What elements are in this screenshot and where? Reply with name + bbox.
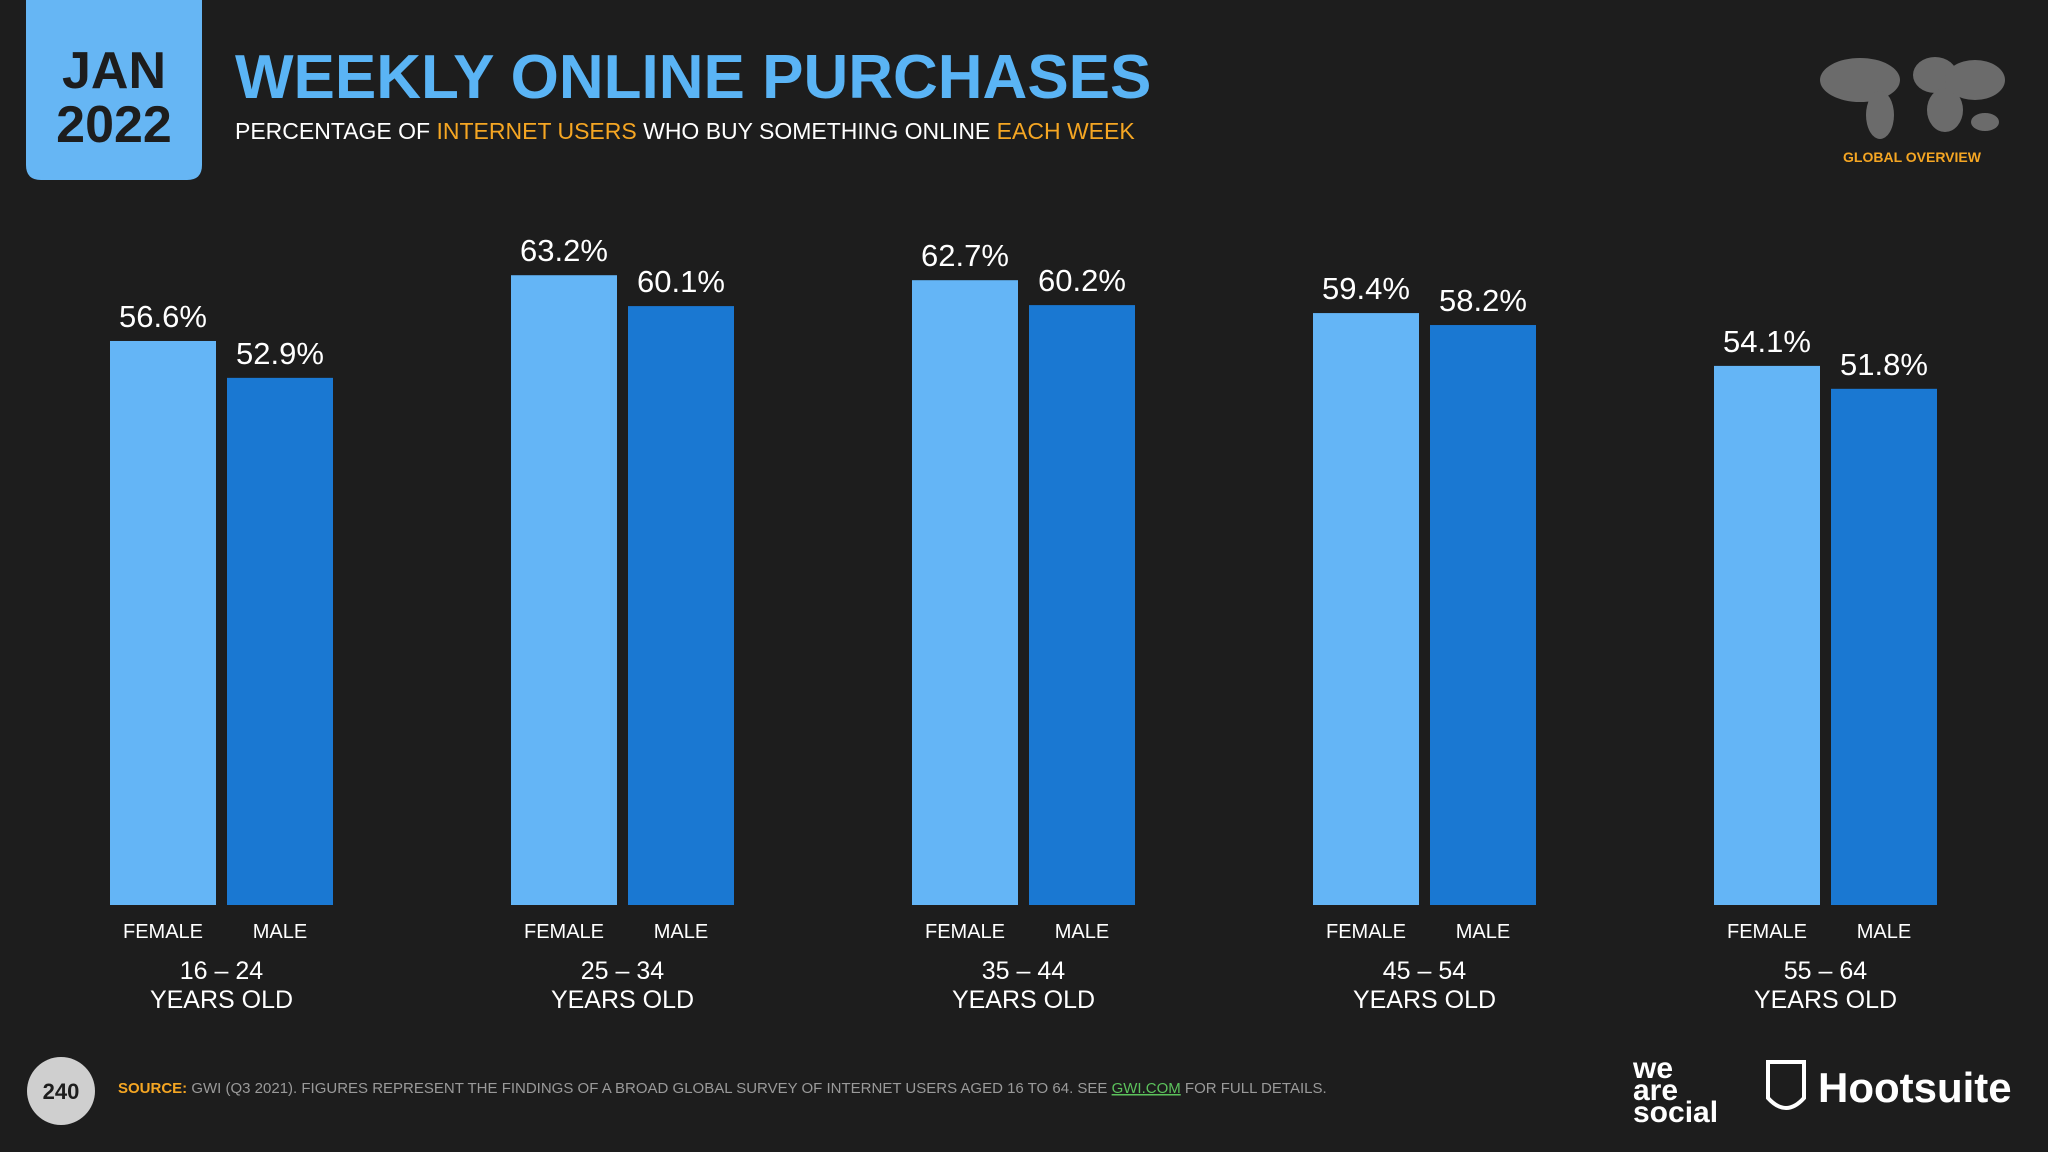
- date-box: [26, 0, 202, 180]
- owl-icon: [1766, 1060, 1806, 1110]
- bar: [1430, 325, 1536, 905]
- value-label: 58.2%: [1439, 283, 1527, 318]
- logo-line: are: [1633, 1074, 1678, 1107]
- bar: [1313, 313, 1419, 906]
- value-label: 62.7%: [921, 238, 1009, 273]
- value-label: 60.1%: [637, 264, 725, 299]
- date-year: 2022: [56, 96, 172, 154]
- value-label: 63.2%: [520, 233, 608, 268]
- series-label: FEMALE: [524, 921, 604, 943]
- category-label: 25 – 34: [581, 957, 665, 985]
- category-suffix: YEARS OLD: [551, 986, 694, 1014]
- subtitle: PERCENTAGE OF INTERNET USERS WHO BUY SOM…: [235, 118, 1135, 144]
- world-map: [1820, 57, 2005, 139]
- bar: [628, 306, 734, 905]
- badge: GLOBAL OVERVIEW: [1843, 149, 1982, 165]
- series-label: MALE: [1456, 921, 1510, 943]
- page-badge: [27, 1057, 95, 1125]
- category-label: 55 – 64: [1784, 957, 1868, 985]
- logo-hootsuite: Hootsuite: [1818, 1064, 2012, 1111]
- series-label: FEMALE: [1727, 921, 1807, 943]
- value-label: 52.9%: [236, 336, 324, 371]
- category-suffix: YEARS OLD: [150, 986, 293, 1014]
- category-label: 35 – 44: [982, 957, 1066, 985]
- series-label: FEMALE: [1326, 921, 1406, 943]
- bar: [511, 275, 617, 905]
- series-label: MALE: [1055, 921, 1109, 943]
- page-number: 240: [43, 1079, 80, 1104]
- source-part: GWI.COM: [1112, 1080, 1181, 1097]
- value-label: 56.6%: [119, 299, 207, 334]
- source-part: FOR FULL DETAILS.: [1181, 1080, 1327, 1097]
- source-part: GWI (Q3 2021). FIGURES REPRESENT THE FIN…: [187, 1080, 1111, 1097]
- category-suffix: YEARS OLD: [1353, 986, 1496, 1014]
- series-label: MALE: [654, 921, 708, 943]
- bar: [227, 377, 333, 905]
- subtitle-part: WHO BUY SOMETHING ONLINE: [637, 118, 997, 144]
- bar: [1714, 365, 1820, 905]
- category-label: 16 – 24: [180, 957, 264, 985]
- subtitle-part: INTERNET USERS: [437, 118, 637, 144]
- category-suffix: YEARS OLD: [952, 986, 1095, 1014]
- bar: [912, 280, 1018, 906]
- subtitle-part: EACH WEEK: [997, 118, 1136, 144]
- logo-line: we: [1632, 1052, 1673, 1085]
- category-label: 45 – 54: [1383, 957, 1467, 985]
- date-month: JAN: [62, 42, 166, 100]
- value-label: 59.4%: [1322, 271, 1410, 306]
- logo-line: social: [1633, 1096, 1718, 1129]
- series-label: FEMALE: [925, 921, 1005, 943]
- value-label: 51.8%: [1840, 347, 1928, 382]
- bar: [110, 340, 216, 906]
- chart-title: WEEKLY ONLINE PURCHASES: [235, 43, 1151, 112]
- bar: [1831, 388, 1937, 905]
- source-part: SOURCE:: [118, 1080, 187, 1097]
- series-label: MALE: [1857, 921, 1911, 943]
- subtitle-part: PERCENTAGE OF: [235, 118, 437, 144]
- bar: [1029, 305, 1135, 905]
- value-label: 54.1%: [1723, 324, 1811, 359]
- series-label: FEMALE: [123, 921, 203, 943]
- series-label: MALE: [253, 921, 307, 943]
- source: SOURCE: GWI (Q3 2021). FIGURES REPRESENT…: [118, 1080, 1327, 1097]
- value-label: 60.2%: [1038, 263, 1126, 298]
- category-suffix: YEARS OLD: [1754, 986, 1897, 1014]
